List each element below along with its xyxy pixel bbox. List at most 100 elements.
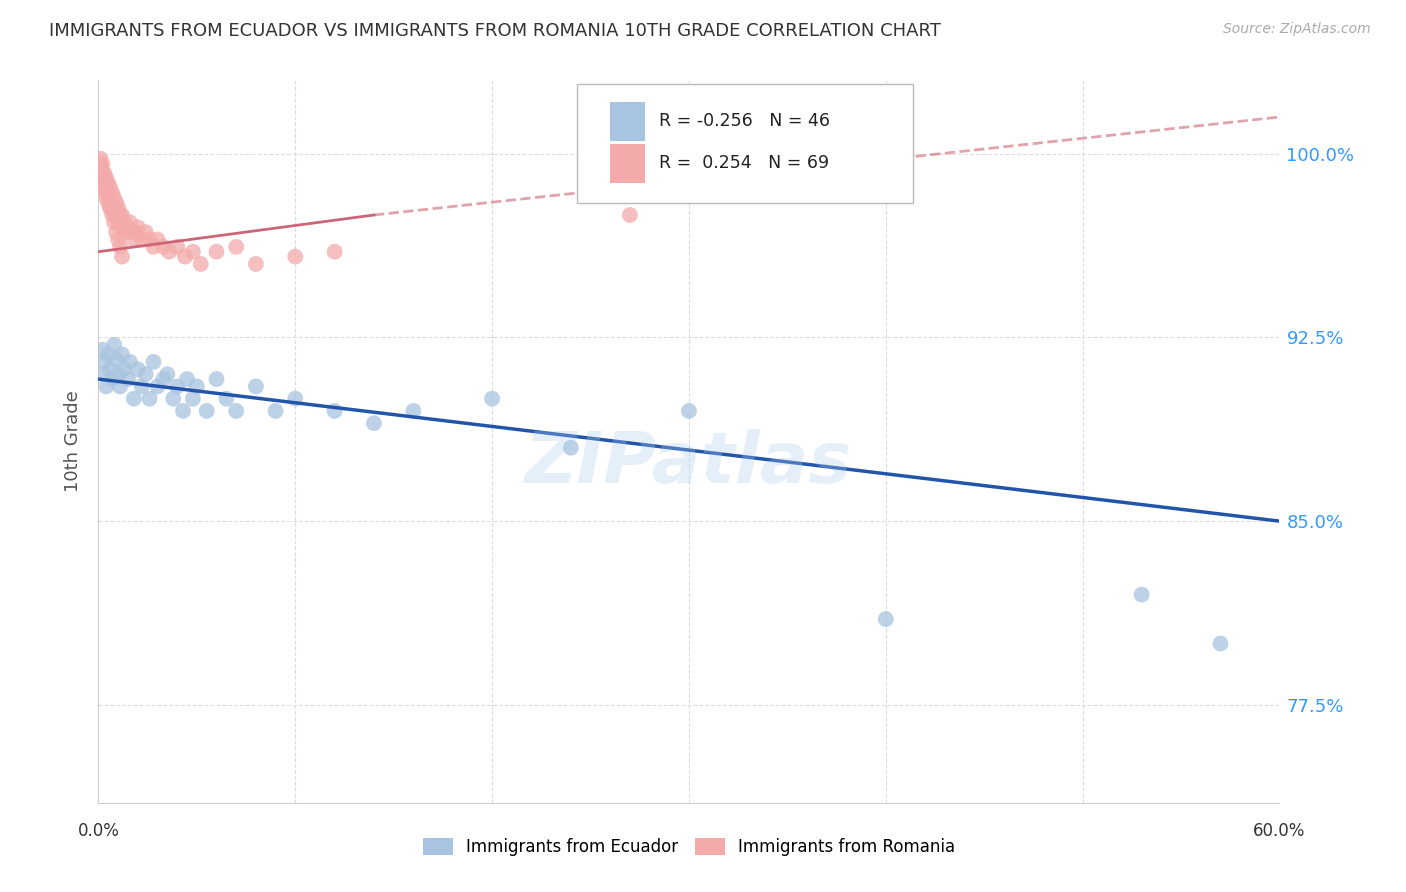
Point — [108, 240, 131, 254]
Point — [105, 205, 128, 219]
Text: Source: ZipAtlas.com: Source: ZipAtlas.com — [1223, 22, 1371, 37]
Point — [162, 392, 184, 406]
Point — [105, 195, 128, 210]
Point — [89, 159, 111, 173]
Point — [93, 367, 115, 381]
Point — [157, 244, 180, 259]
Text: IMMIGRANTS FROM ECUADOR VS IMMIGRANTS FROM ROMANIA 10TH GRADE CORRELATION CHART: IMMIGRANTS FROM ECUADOR VS IMMIGRANTS FR… — [49, 22, 941, 40]
Point — [156, 367, 179, 381]
Point — [323, 244, 346, 259]
Point — [125, 225, 148, 239]
Point — [118, 355, 141, 369]
Point — [152, 372, 174, 386]
Point — [111, 208, 134, 222]
Text: 60.0%: 60.0% — [1253, 822, 1306, 840]
Point — [98, 362, 121, 376]
Point — [89, 159, 111, 173]
Point — [678, 404, 700, 418]
Point — [135, 225, 157, 239]
Point — [93, 176, 115, 190]
Point — [225, 240, 247, 254]
Point — [89, 152, 111, 166]
Point — [117, 372, 139, 386]
Point — [323, 404, 346, 418]
Point — [131, 232, 153, 246]
Point — [91, 171, 114, 186]
Point — [98, 201, 121, 215]
Point — [205, 244, 228, 259]
FancyBboxPatch shape — [610, 102, 645, 141]
Point — [101, 372, 124, 386]
Point — [103, 338, 125, 352]
Point — [112, 362, 135, 376]
Point — [135, 367, 157, 381]
Point — [122, 232, 145, 246]
Point — [93, 355, 115, 369]
Point — [142, 355, 165, 369]
Point — [91, 166, 114, 180]
Point — [105, 225, 128, 239]
Point — [481, 392, 503, 406]
Point — [97, 348, 120, 362]
Point — [111, 348, 134, 362]
FancyBboxPatch shape — [610, 144, 645, 183]
Point — [215, 392, 238, 406]
Point — [107, 367, 129, 381]
Text: ZIPatlas: ZIPatlas — [526, 429, 852, 498]
Text: R =  0.254   N = 69: R = 0.254 N = 69 — [659, 154, 830, 172]
Point — [181, 392, 204, 406]
Point — [245, 379, 267, 393]
Point — [96, 178, 118, 193]
Point — [176, 372, 198, 386]
Y-axis label: 10th Grade: 10th Grade — [65, 391, 83, 492]
Point — [96, 379, 118, 393]
Text: R = -0.256   N = 46: R = -0.256 N = 46 — [659, 112, 831, 130]
Point — [181, 244, 204, 259]
Point — [96, 171, 118, 186]
Point — [245, 257, 267, 271]
Point — [205, 372, 228, 386]
Point — [560, 441, 582, 455]
Point — [96, 184, 118, 198]
Point — [111, 220, 134, 235]
Point — [112, 215, 135, 229]
Point — [225, 404, 247, 418]
Legend: Immigrants from Ecuador, Immigrants from Romania: Immigrants from Ecuador, Immigrants from… — [416, 831, 962, 863]
Point — [97, 191, 120, 205]
Point — [101, 195, 124, 210]
Point — [152, 240, 174, 254]
Point — [93, 174, 115, 188]
Point — [91, 164, 114, 178]
Point — [96, 191, 118, 205]
Point — [284, 250, 307, 264]
Text: 0.0%: 0.0% — [77, 822, 120, 840]
Point — [108, 379, 131, 393]
Point — [142, 240, 165, 254]
Point — [127, 220, 149, 235]
Point — [111, 250, 134, 264]
Point — [138, 392, 160, 406]
Point — [103, 215, 125, 229]
Point — [121, 225, 143, 239]
Point — [108, 208, 131, 222]
Point — [284, 392, 307, 406]
Point — [97, 186, 120, 200]
Point — [97, 176, 120, 190]
Point — [101, 208, 124, 222]
Point — [172, 404, 194, 418]
Point — [166, 240, 188, 254]
Point — [146, 232, 169, 246]
Point — [98, 201, 121, 215]
Point — [93, 166, 115, 180]
Point — [195, 404, 218, 418]
Point — [107, 215, 129, 229]
Point — [115, 225, 138, 239]
Point — [127, 362, 149, 376]
Point — [107, 201, 129, 215]
Point — [131, 379, 153, 393]
Point — [105, 352, 128, 367]
Point — [97, 195, 120, 210]
Point — [103, 208, 125, 222]
Point — [166, 379, 188, 393]
Point — [91, 343, 114, 357]
